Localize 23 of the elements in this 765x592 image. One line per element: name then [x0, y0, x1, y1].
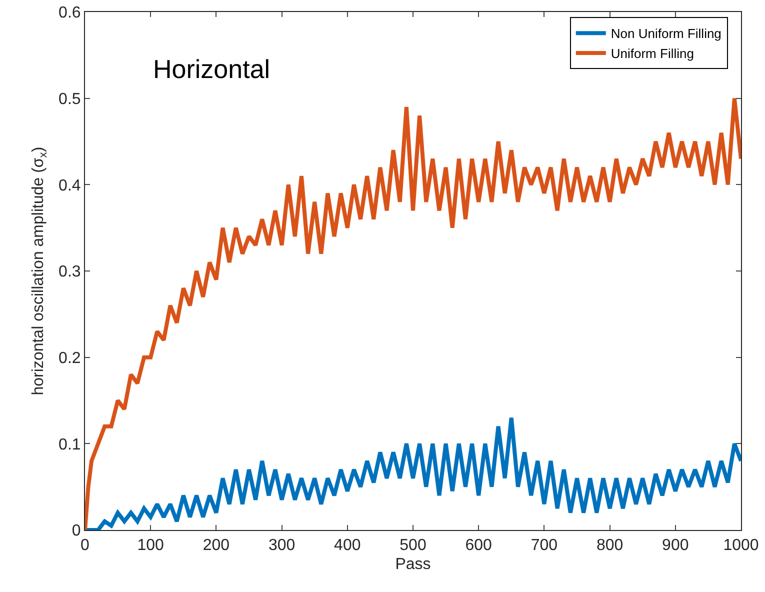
x-tick-label: 500 [400, 537, 426, 554]
x-tick-label: 100 [137, 537, 164, 554]
x-tick-label: 300 [268, 537, 296, 554]
line-series [85, 96, 741, 530]
x-tick-label: 600 [465, 537, 492, 554]
y-tick-label: 0.2 [58, 350, 81, 367]
y-tick-label: 0.5 [58, 90, 81, 108]
legend-label: Non Uniform Filling [610, 26, 722, 42]
x-tick-label: 700 [530, 537, 558, 554]
x-axis-title: Pass [395, 556, 431, 573]
annotation: Horizontal [153, 54, 270, 84]
x-tick-label: 1000 [723, 537, 759, 554]
y-tick-label: 0 [72, 522, 81, 540]
x-tick-label: 400 [334, 537, 361, 554]
y-tick-label: 0.3 [58, 264, 81, 281]
x-tick-label: 200 [202, 537, 230, 554]
y-tick-label: 0.4 [58, 177, 81, 194]
y-tick-label: 0.6 [58, 4, 81, 22]
x-tick-label: 900 [662, 537, 689, 554]
legend-label: Uniform Filling [610, 46, 694, 62]
x-tick-label: 800 [596, 537, 624, 554]
y-tick-label: 0.1 [58, 436, 81, 454]
line-series [85, 416, 741, 530]
